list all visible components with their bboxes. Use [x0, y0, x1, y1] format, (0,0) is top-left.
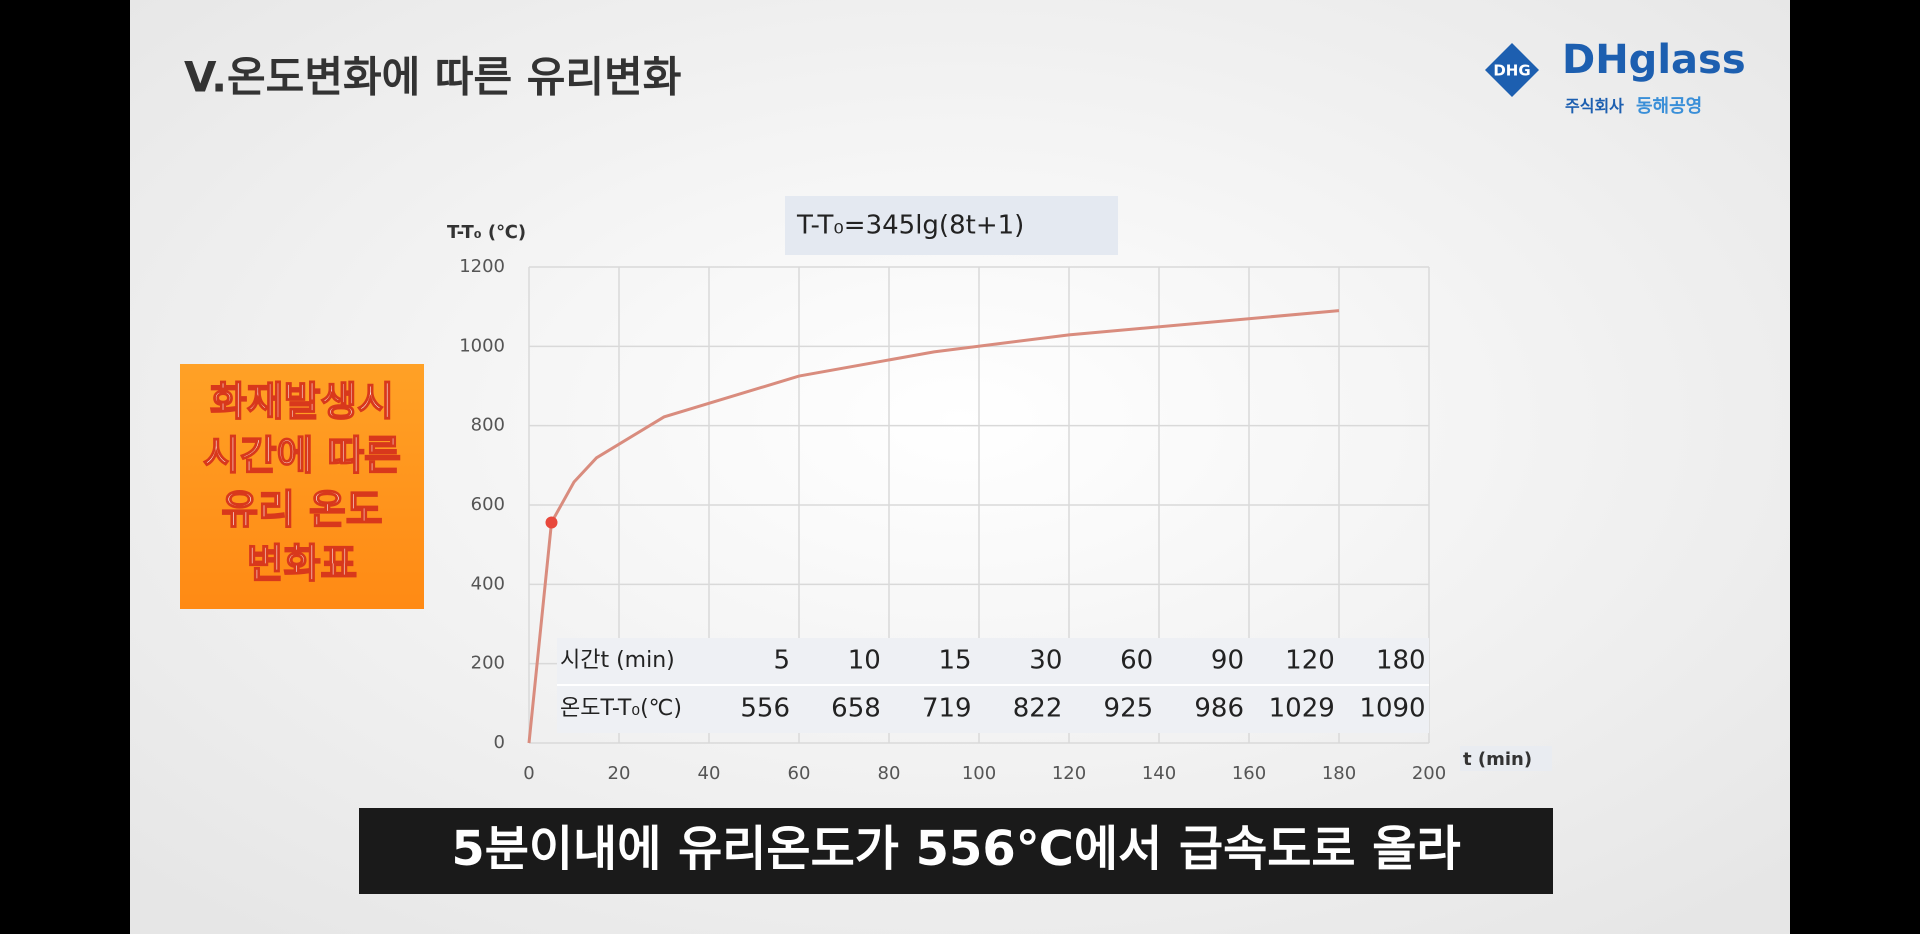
x-tick-label: 100 — [962, 763, 996, 784]
table-cell: 180 — [1376, 646, 1426, 676]
table-cell: 822 — [1013, 694, 1063, 724]
y-tick-label: 1000 — [459, 335, 505, 356]
callout-line: 유리 온도 — [221, 487, 382, 533]
callout-line: 시간에 따른 — [203, 433, 401, 479]
table-cell: 986 — [1194, 694, 1244, 724]
x-tick-label: 40 — [698, 763, 721, 784]
logo-company: 주식회사 — [1565, 97, 1624, 116]
table-cell: 925 — [1104, 694, 1154, 724]
slide-title: V.온도변화에 따른 유리변화 — [184, 53, 681, 102]
logo-badge: DHG — [1493, 62, 1530, 80]
x-tick-label: 80 — [878, 763, 901, 784]
y-tick-label: 1200 — [459, 256, 505, 277]
y-tick-label: 600 — [471, 494, 505, 515]
x-tick-label: 200 — [1412, 763, 1446, 784]
curve — [527, 309, 1340, 744]
table-cell: 1029 — [1269, 694, 1335, 724]
letterbox-right — [1790, 0, 1920, 934]
table-cell: 719 — [922, 694, 972, 724]
table-row-label: 시간t (min) — [560, 648, 675, 673]
highlight-point — [545, 516, 558, 529]
table-cell: 30 — [1029, 646, 1062, 676]
table-cell: 5 — [773, 646, 790, 676]
table-cell: 60 — [1120, 646, 1153, 676]
formula: T-T₀=345lg(8t+1) — [796, 211, 1024, 241]
y-tick-label: 200 — [471, 653, 505, 674]
logo-company-name: 동해공영 — [1636, 96, 1702, 117]
y-tick-label: 400 — [471, 573, 505, 594]
x-tick-label: 120 — [1052, 763, 1086, 784]
table-cell: 1090 — [1359, 694, 1425, 724]
table-row-label: 온도T-T₀(℃) — [560, 696, 682, 721]
y-axis-label: T-T₀ (℃) — [447, 222, 526, 243]
x-tick-label: 140 — [1142, 763, 1176, 784]
x-label-box — [1460, 746, 1552, 771]
callout-box — [180, 364, 424, 609]
table-cell: 15 — [939, 646, 972, 676]
formula-box — [785, 196, 1118, 255]
caption-box — [359, 808, 1553, 894]
x-tick-label: 180 — [1322, 763, 1356, 784]
logo: DHG DHglass 주식회사 동해공영 — [1485, 37, 1746, 117]
logo-brand: DHglass — [1562, 37, 1746, 83]
table-cell: 10 — [848, 646, 881, 676]
x-tick-label: 20 — [608, 763, 631, 784]
table-cell: 556 — [740, 694, 790, 724]
logo-diamond — [1485, 43, 1539, 97]
y-tick-label: 800 — [471, 415, 505, 436]
table-cell: 120 — [1285, 646, 1335, 676]
letterbox-left — [0, 0, 130, 934]
x-tick-label: 160 — [1232, 763, 1266, 784]
plot: 0 200 400 600 800 1000 1200 0 20 40 60 80 100 120 140 1… — [459, 256, 1446, 784]
x-tick-label: 0 — [523, 763, 534, 784]
callout-line: 변화표 — [247, 541, 357, 587]
y-tick-label: 0 — [494, 732, 505, 753]
x-axis-label: t (min) — [1463, 749, 1532, 770]
x-tick-label: 60 — [788, 763, 811, 784]
table-cell: 90 — [1211, 646, 1244, 676]
callout-line: 화재발생시 — [210, 379, 394, 425]
table-cell: 658 — [831, 694, 881, 724]
caption: 5분이내에 유리온도가 556℃에서 급속도로 올라 — [451, 821, 1460, 877]
